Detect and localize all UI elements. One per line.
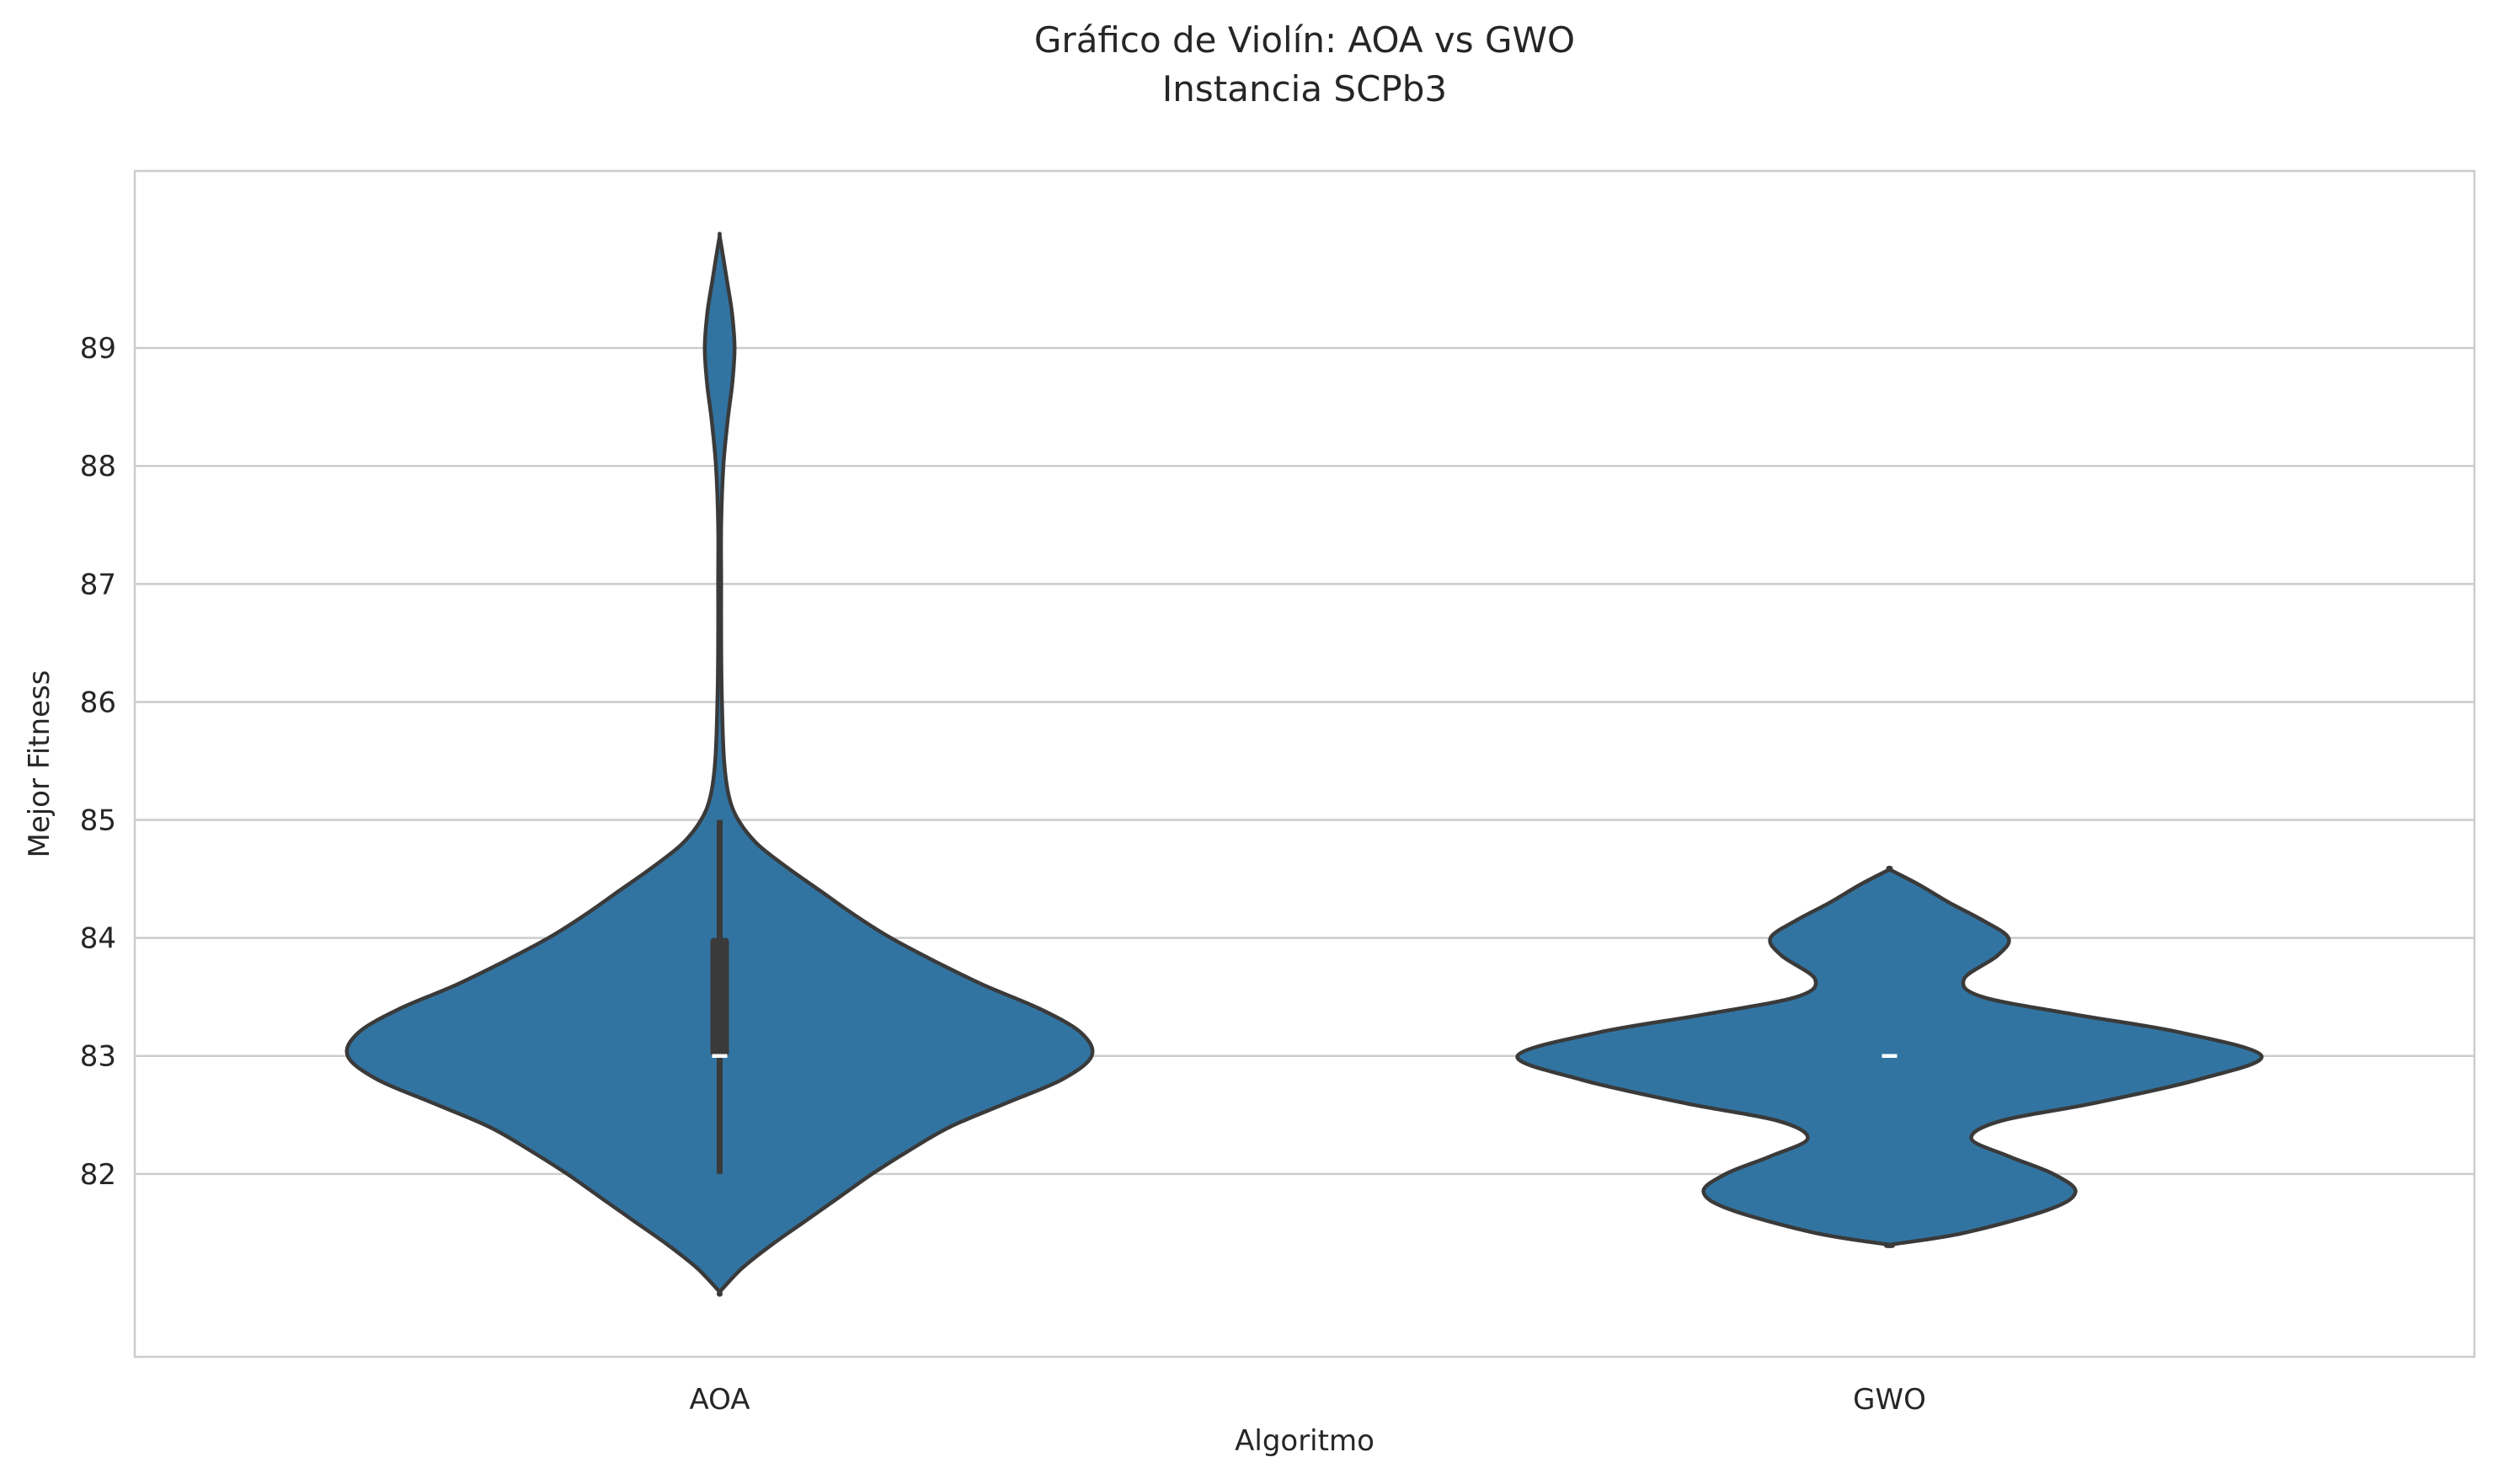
- y-tick-label-86: 86: [80, 686, 116, 719]
- y-tick-label-82: 82: [80, 1158, 116, 1192]
- y-tick-labels: 82 83 84 85 86 87 88 89: [80, 332, 116, 1192]
- x-tick-labels: AOA GWO: [689, 1383, 1925, 1417]
- x-axis-label: Algoritmo: [1235, 1424, 1374, 1458]
- y-tick-label-89: 89: [80, 332, 116, 366]
- x-tick-label-gwo: GWO: [1853, 1383, 1926, 1417]
- y-tick-label-85: 85: [80, 804, 116, 838]
- chart-title: Gráfico de Violín: AOA vs GWO: [1034, 19, 1575, 61]
- y-tick-label-88: 88: [80, 450, 116, 483]
- violins: [344, 232, 2264, 1297]
- y-tick-label-83: 83: [80, 1040, 116, 1074]
- chart-subtitle: Instancia SCPb3: [1162, 68, 1447, 109]
- plot-frame: [133, 169, 2476, 1359]
- y-axis-label: Mejor Fitness: [23, 670, 56, 857]
- violin-aoa: [344, 232, 1095, 1297]
- y-tick-label-84: 84: [80, 922, 116, 956]
- iqr-box-aoa: [710, 937, 729, 1056]
- x-tick-label-aoa: AOA: [689, 1383, 750, 1417]
- inner-boxes: [710, 819, 1898, 1174]
- y-tick-label-87: 87: [80, 568, 116, 601]
